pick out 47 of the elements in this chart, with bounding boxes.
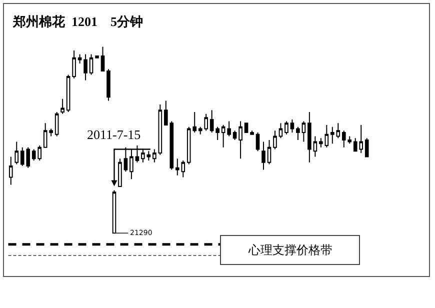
candlestick [72, 50, 76, 79]
candlestick [296, 126, 300, 140]
candlestick [273, 130, 277, 150]
candlestick [43, 122, 48, 148]
annotation: 2011-7-15 [87, 127, 141, 142]
candlestick [250, 130, 254, 135]
candlestick [14, 141, 19, 165]
candlestick [112, 190, 116, 234]
candlestick [364, 138, 369, 158]
chart-title: 郑州棉花 1201 5分钟 [12, 14, 144, 30]
candlestick [302, 120, 306, 142]
candlestick [256, 132, 260, 152]
candlestick [267, 139, 272, 165]
ref-line-label: 心理支撑价格带 [248, 243, 332, 257]
candlestick [89, 54, 94, 76]
candlestick [238, 120, 242, 160]
candlestick [84, 54, 88, 81]
candlestick [216, 126, 220, 140]
candlestick [221, 124, 226, 148]
candlestick [118, 158, 122, 188]
candlestick [100, 46, 105, 72]
candlestick [152, 148, 156, 163]
candlestick [8, 156, 13, 186]
candlestick [130, 148, 134, 180]
candlestick [308, 111, 312, 163]
candlestick [135, 145, 140, 163]
candlestick [158, 104, 162, 156]
candlestick [49, 128, 53, 137]
candlestick [146, 150, 151, 161]
candlestick [60, 98, 64, 114]
candlestick [232, 130, 237, 140]
candlestick [284, 120, 288, 135]
candlestick [324, 124, 329, 148]
candlestick [244, 122, 248, 133]
candlestick [66, 74, 70, 112]
candlestick [106, 68, 110, 102]
candlestick [210, 110, 214, 133]
candlestick [290, 118, 294, 133]
candlestick [319, 138, 323, 148]
candlestick [78, 54, 82, 64]
candlestick [54, 111, 59, 137]
candlestick [141, 148, 145, 163]
candlestick [278, 122, 283, 139]
candlestick [313, 136, 318, 158]
candlestick [124, 146, 128, 172]
candlestick [227, 120, 231, 137]
candlestick [262, 141, 266, 170]
